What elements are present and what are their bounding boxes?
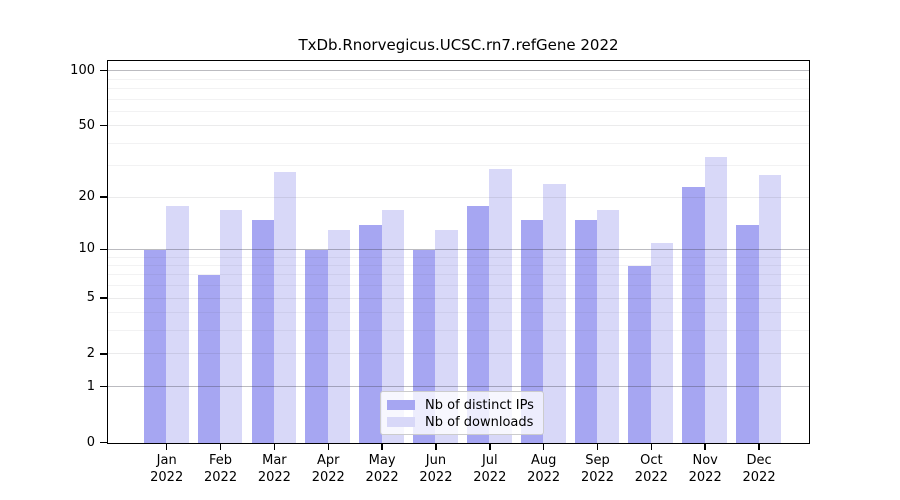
x-tick-jun (435, 444, 437, 450)
bar-ips-apr (305, 249, 328, 443)
bar-ips-mar (251, 219, 274, 443)
x-label-nov: Nov 2022 (688, 453, 722, 485)
x-label-dec: Dec 2022 (742, 453, 776, 485)
legend-item-downloads: Nb of downloads (387, 414, 537, 431)
legend-label-distinct-ips: Nb of distinct IPs (425, 397, 534, 413)
bar-downloads-jan (166, 205, 189, 443)
bar-ips-oct (628, 266, 651, 443)
y-tick-label-5: 5 (86, 290, 95, 306)
x-label-aug: Aug 2022 (527, 453, 561, 485)
y-tick-10 (100, 248, 107, 251)
y-tick-label-50: 50 (78, 117, 95, 133)
x-tick-oct (650, 444, 653, 450)
y-tick-5 (100, 297, 107, 299)
bars-layer (108, 61, 809, 443)
bar-downloads-apr (327, 230, 351, 443)
y-tick-label-100: 100 (70, 62, 95, 78)
x-label-may: May 2022 (365, 453, 399, 485)
y-tick-label-10: 10 (78, 241, 95, 257)
bar-downloads-jul (489, 169, 512, 443)
bar-downloads-sep (597, 210, 620, 443)
legend-swatch-downloads (387, 417, 415, 427)
legend-label-downloads: Nb of downloads (425, 414, 534, 430)
y-tick-label-20: 20 (78, 189, 95, 205)
y-tick-0 (100, 441, 107, 444)
x-label-jul: Jul 2022 (473, 453, 507, 485)
x-tick-feb (219, 444, 222, 450)
legend-item-distinct-ips: Nb of distinct IPs (387, 397, 537, 414)
bar-downloads-aug (543, 183, 566, 443)
x-tick-jul (489, 444, 491, 450)
bar-ips-feb (197, 275, 221, 443)
bar-ips-jan (143, 249, 167, 443)
x-label-jun: Jun 2022 (419, 453, 453, 485)
bar-downloads-mar (273, 171, 297, 443)
bar-ips-nov (682, 186, 705, 443)
x-tick-aug (542, 444, 545, 450)
x-label-apr: Apr 2022 (311, 453, 345, 485)
x-label-oct: Oct 2022 (634, 453, 668, 485)
bar-downloads-may (381, 210, 404, 443)
bar-downloads-feb (220, 210, 243, 443)
legend-swatch-distinct-ips (387, 400, 415, 410)
y-tick-1 (100, 385, 107, 388)
x-label-mar: Mar 2022 (257, 453, 291, 485)
y-tick-label-1: 1 (86, 378, 95, 394)
x-tick-sep (596, 444, 599, 450)
legend: Nb of distinct IPs Nb of downloads (380, 390, 544, 435)
y-tick-label-0: 0 (86, 434, 95, 450)
x-tick-dec (758, 444, 760, 450)
plot-area: Nb of distinct IPs Nb of downloads (107, 60, 810, 444)
x-label-jan: Jan 2022 (150, 453, 184, 485)
bar-ips-dec (736, 224, 759, 443)
bar-ips-sep (574, 219, 597, 443)
y-tick-20 (100, 196, 107, 198)
bar-downloads-oct (650, 242, 674, 443)
y-tick-50 (100, 124, 107, 127)
y-tick-2 (100, 353, 107, 355)
x-tick-mar (273, 444, 276, 450)
bar-downloads-dec (758, 174, 781, 443)
bar-ips-jul (466, 205, 490, 443)
y-tick-label-2: 2 (86, 345, 95, 361)
y-tick-100 (100, 69, 107, 72)
chart-title: TxDb.Rnorvegicus.UCSC.rn7.refGene 2022 (298, 36, 619, 54)
x-label-feb: Feb 2022 (204, 453, 238, 485)
x-tick-apr (327, 444, 329, 450)
bar-ips-may (359, 224, 382, 443)
bar-ips-aug (520, 219, 544, 443)
x-tick-jan (165, 444, 168, 450)
bar-downloads-jun (435, 230, 458, 443)
bar-downloads-nov (704, 156, 728, 443)
x-label-sep: Sep 2022 (580, 453, 615, 485)
x-tick-nov (704, 444, 706, 450)
x-tick-may (381, 444, 383, 450)
